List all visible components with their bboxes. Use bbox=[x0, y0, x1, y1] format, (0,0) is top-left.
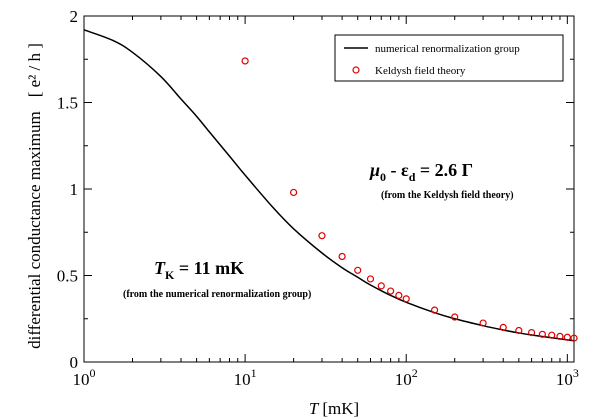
y-tick-label: 2 bbox=[70, 7, 79, 26]
annotation-tk-note: (from the numerical renormalization grou… bbox=[123, 289, 311, 300]
annotation-tk: TK = 11 mK (from the numerical renormali… bbox=[123, 258, 311, 300]
keldysh-point bbox=[451, 313, 459, 321]
keldysh-point bbox=[556, 332, 564, 340]
x-tick-label: 100 bbox=[73, 366, 96, 389]
annotation-mu: μ0 - εd = 2.6 Γ (from the Keldysh field … bbox=[369, 160, 514, 201]
y-tick-label: 1.5 bbox=[57, 94, 78, 113]
keldysh-point bbox=[563, 333, 571, 341]
y-tick-label: 0 bbox=[70, 353, 79, 372]
keldysh-point bbox=[538, 330, 546, 338]
keldysh-point bbox=[338, 252, 346, 261]
legend-label-nrg: numerical renormalization group bbox=[375, 43, 520, 55]
keldysh-point bbox=[570, 334, 578, 342]
keldysh-point bbox=[479, 319, 487, 327]
keldysh-point bbox=[241, 57, 249, 65]
keldysh-point bbox=[430, 306, 439, 314]
keldysh-point bbox=[377, 282, 385, 290]
y-tick-label: 0.5 bbox=[57, 267, 78, 286]
annotation-mu-formula: μ0 - εd = 2.6 Γ bbox=[369, 160, 473, 184]
keldysh-point bbox=[354, 266, 362, 274]
keldysh-point bbox=[499, 323, 507, 331]
keldysh-point bbox=[318, 232, 326, 240]
x-tick-label: 103 bbox=[556, 366, 579, 389]
annotation-mu-note: (from the Keldysh field theory) bbox=[381, 190, 514, 201]
legend-marker-swatch bbox=[352, 66, 360, 74]
legend-box bbox=[334, 34, 564, 82]
keldysh-point bbox=[395, 291, 403, 299]
keldysh-markers bbox=[241, 57, 578, 342]
keldysh-point bbox=[548, 331, 556, 339]
keldysh-point bbox=[402, 295, 410, 303]
x-tick-label: 102 bbox=[395, 366, 418, 389]
keldysh-point bbox=[527, 328, 536, 337]
keldysh-point bbox=[366, 275, 375, 283]
x-tick-label: 101 bbox=[234, 366, 257, 389]
y-axis-label: differential conductance maximum[ e² / h… bbox=[25, 43, 44, 349]
keldysh-point bbox=[290, 188, 298, 197]
keldysh-point bbox=[515, 326, 523, 335]
legend-label-keldysh: Keldysh field theory bbox=[375, 65, 466, 77]
tick-labels: 100 101 102 103 0 0.5 1 1.5 2 bbox=[57, 7, 579, 389]
annotation-tk-formula: TK = 11 mK bbox=[154, 258, 244, 282]
legend: numerical renormalization group Keldysh … bbox=[334, 34, 564, 82]
y-tick-label: 1 bbox=[70, 180, 79, 199]
keldysh-point bbox=[387, 287, 395, 295]
x-axis-label: T [mK] bbox=[309, 399, 359, 418]
y-axis-label-text: differential conductance maximum[ e² / h… bbox=[25, 43, 44, 349]
axis-ticks bbox=[83, 15, 574, 363]
